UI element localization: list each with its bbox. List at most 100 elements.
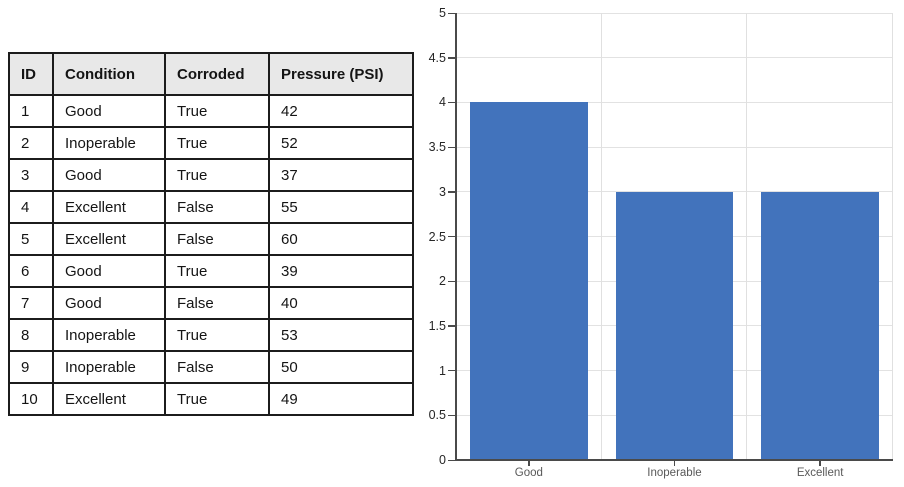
y-axis-tick bbox=[448, 57, 455, 59]
y-axis-tick-label: 4 bbox=[439, 95, 446, 110]
table-cell: False bbox=[164, 350, 270, 384]
table-cell: True bbox=[164, 126, 270, 160]
y-axis-tick-label: 2.5 bbox=[428, 229, 446, 244]
bar-inoperable bbox=[615, 191, 734, 460]
table-cell: 4 bbox=[8, 190, 54, 224]
x-axis-tick bbox=[673, 461, 676, 466]
y-axis-tick bbox=[448, 414, 455, 417]
column-header-condition: Condition bbox=[52, 52, 166, 96]
x-axis-tick-label-inoperable: Inoperable bbox=[647, 467, 702, 479]
table-cell: Inoperable bbox=[52, 126, 166, 160]
y-axis-tick bbox=[448, 459, 455, 461]
table-row: 9 Inoperable False 50 bbox=[8, 350, 414, 384]
x-axis-tick-labels: Good Inoperable Excellent bbox=[456, 466, 893, 482]
y-axis-tick bbox=[448, 101, 455, 104]
x-axis-tick-label-excellent: Excellent bbox=[796, 467, 844, 479]
h-gridline bbox=[456, 146, 893, 148]
table-row: 1 Good True 42 bbox=[8, 94, 414, 128]
table-cell: 2 bbox=[8, 126, 54, 160]
table-cell: 49 bbox=[268, 382, 414, 416]
table-row: 5 Excellent False 60 bbox=[8, 222, 414, 256]
table-cell: Excellent bbox=[52, 222, 166, 256]
table-cell: Excellent bbox=[52, 382, 166, 416]
v-gridline bbox=[746, 13, 748, 460]
y-axis-tick-label: 1 bbox=[439, 363, 446, 378]
y-axis-tick-label: 0 bbox=[439, 453, 446, 467]
table-row: 2 Inoperable True 52 bbox=[8, 126, 414, 160]
table-cell: False bbox=[164, 286, 270, 320]
x-axis-tick bbox=[819, 461, 821, 466]
v-gridline bbox=[600, 13, 602, 460]
bar-good bbox=[469, 102, 588, 460]
table-container: ID Condition Corroded Pressure (PSI) 1 Good T… bbox=[8, 52, 414, 416]
header-row: ID Condition Corroded Pressure (PSI) bbox=[8, 52, 414, 96]
column-header-corroded: Corroded bbox=[164, 52, 270, 96]
table-row: 4 Excellent False 55 bbox=[8, 190, 414, 224]
table-cell: 7 bbox=[8, 286, 54, 320]
column-header-id: ID bbox=[8, 52, 54, 96]
table-cell: 8 bbox=[8, 318, 54, 352]
v-gridline bbox=[892, 13, 893, 460]
table-cell: 53 bbox=[268, 318, 414, 352]
y-axis-tick-labels: 0 0.5 1 1.5 2 2.5 3 3.5 4 4.5 5 bbox=[403, 6, 446, 467]
table-cell: True bbox=[164, 254, 270, 288]
x-axis-tick bbox=[528, 461, 530, 466]
h-gridline bbox=[456, 12, 893, 14]
y-axis-tick-label: 3 bbox=[439, 184, 446, 199]
data-table: ID Condition Corroded Pressure (PSI) 1 Good T… bbox=[8, 52, 414, 416]
y-axis-tick bbox=[448, 370, 455, 372]
table-cell: True bbox=[164, 94, 270, 128]
x-axis-tick-label-good: Good bbox=[514, 467, 543, 479]
table-cell: True bbox=[164, 158, 270, 192]
table-cell: 40 bbox=[268, 286, 414, 320]
table-row: 8 Inoperable True 53 bbox=[8, 318, 414, 352]
y-axis-tick bbox=[448, 280, 455, 283]
x-axis-line bbox=[455, 459, 893, 461]
y-axis-tick-label: 3.5 bbox=[428, 140, 446, 155]
table-cell: Excellent bbox=[52, 190, 166, 224]
y-axis-tick-label: 2 bbox=[439, 274, 446, 289]
h-gridline bbox=[456, 191, 893, 193]
table-cell: True bbox=[164, 318, 270, 352]
y-axis-tick bbox=[448, 325, 455, 327]
h-gridline bbox=[456, 101, 893, 103]
bar-chart bbox=[448, 12, 893, 466]
table-cell: Inoperable bbox=[52, 318, 166, 352]
table-row: 6 Good True 39 bbox=[8, 254, 414, 288]
table-cell: Good bbox=[52, 158, 166, 192]
y-axis-tick bbox=[448, 236, 455, 238]
y-axis-tick bbox=[448, 12, 455, 14]
table-cell: 39 bbox=[268, 254, 414, 288]
table-cell: Good bbox=[52, 94, 166, 128]
table-cell: 5 bbox=[8, 222, 54, 256]
y-axis-line bbox=[455, 13, 457, 460]
table-cell: 37 bbox=[268, 158, 414, 192]
table-cell: Inoperable bbox=[52, 350, 166, 384]
table-cell: False bbox=[164, 190, 270, 224]
y-axis-tick-label: 0.5 bbox=[428, 408, 446, 423]
table-cell: True bbox=[164, 382, 270, 416]
table-row: 10 Excellent True 49 bbox=[8, 382, 414, 416]
table-cell: Good bbox=[52, 254, 166, 288]
table-cell: Good bbox=[52, 286, 166, 320]
y-axis-tick bbox=[448, 146, 455, 148]
table-cell: 55 bbox=[268, 190, 414, 224]
y-axis-tick bbox=[448, 191, 455, 193]
column-header-pressure-psi: Pressure (PSI) bbox=[268, 52, 414, 96]
y-axis-tick-label: 4.5 bbox=[428, 50, 446, 65]
bar-excellent bbox=[761, 191, 880, 460]
table-cell: 9 bbox=[8, 350, 54, 384]
y-axis-tick-label: 5 bbox=[439, 6, 446, 20]
h-gridline bbox=[456, 57, 893, 59]
table-cell: 1 bbox=[8, 94, 54, 128]
table-cell: False bbox=[164, 222, 270, 256]
table-cell: 50 bbox=[268, 350, 414, 384]
y-axis-tick-label: 1.5 bbox=[428, 318, 446, 333]
table-cell: 60 bbox=[268, 222, 414, 256]
table-cell: 42 bbox=[268, 94, 414, 128]
table-row: 3 Good True 37 bbox=[8, 158, 414, 192]
table-cell: 10 bbox=[8, 382, 54, 416]
table-row: 7 Good False 40 bbox=[8, 286, 414, 320]
table-cell: 52 bbox=[268, 126, 414, 160]
table-cell: 3 bbox=[8, 158, 54, 192]
